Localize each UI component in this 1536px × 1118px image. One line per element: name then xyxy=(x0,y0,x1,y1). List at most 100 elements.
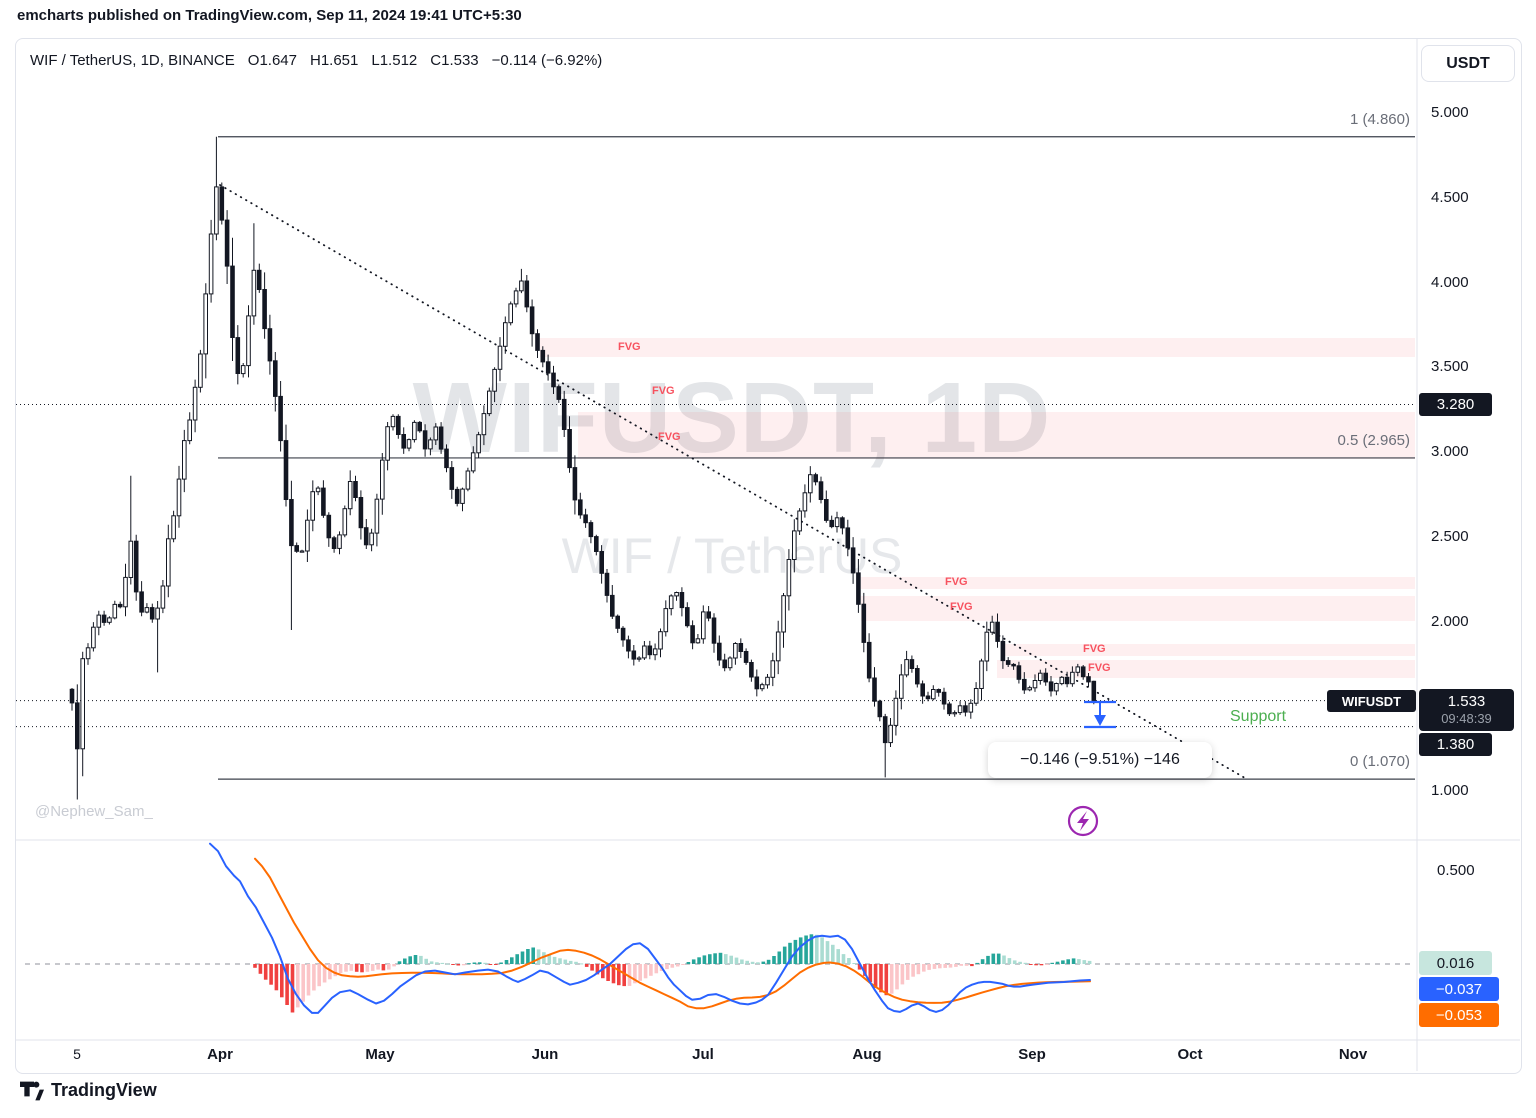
candle-body xyxy=(861,603,867,643)
macd-histogram-bar xyxy=(724,954,728,964)
price-tick-label: 3.000 xyxy=(1431,443,1469,460)
price-tick-label: 3.500 xyxy=(1431,358,1469,376)
macd-histogram-bar xyxy=(445,963,450,965)
macd-histogram-bar xyxy=(1029,964,1033,965)
footer-brand[interactable]: TradingView xyxy=(20,1080,157,1101)
macd-histogram-bar xyxy=(263,964,268,980)
candle-body xyxy=(1022,678,1027,691)
candle-body xyxy=(310,491,315,521)
candle-body xyxy=(219,186,225,221)
macd-histogram-bar xyxy=(868,964,873,983)
candle-body xyxy=(1000,640,1006,662)
candle-body xyxy=(899,674,904,699)
fvg-zone xyxy=(861,577,1415,589)
symbol-price-badge: WIFUSDT xyxy=(1327,690,1416,712)
candle-body xyxy=(262,289,267,330)
candle-body xyxy=(85,647,91,660)
macd-histogram-bar xyxy=(424,958,428,964)
candle-body xyxy=(775,631,781,662)
macd-histogram-bar xyxy=(879,964,883,993)
candle-body xyxy=(460,488,465,504)
macd-histogram-bar xyxy=(745,960,749,964)
macd-histogram-bar xyxy=(467,963,471,965)
credit-watermark: @Nephew_Sam_ xyxy=(35,803,153,820)
macd-histogram-bar xyxy=(285,964,289,1005)
candle-body xyxy=(968,702,974,713)
macd-histogram-bar xyxy=(552,956,557,964)
candle-body xyxy=(749,662,754,678)
candle-body xyxy=(754,676,760,690)
currency-toggle-button[interactable]: USDT xyxy=(1421,45,1515,82)
macd-histogram-bar xyxy=(905,964,910,980)
macd-histogram-bar xyxy=(975,962,980,964)
macd-histogram-bar xyxy=(665,964,669,970)
candle-body xyxy=(160,585,166,609)
macd-histogram-bar xyxy=(980,959,985,964)
macd-histogram-bar xyxy=(1018,961,1022,964)
macd-histogram-bar xyxy=(954,964,958,967)
candle-body xyxy=(278,395,283,442)
candle-body xyxy=(380,459,385,500)
last-price-value: 1.533 xyxy=(1447,692,1486,710)
macd-histogram-bar xyxy=(365,964,370,972)
macd-histogram-bar xyxy=(494,964,498,965)
macd-histogram-bar xyxy=(713,953,717,964)
candle-body xyxy=(915,668,920,685)
candle-body xyxy=(808,474,813,494)
measure-arrow-annotation xyxy=(1084,700,1116,729)
time-tick-label: Sep xyxy=(1018,1046,1046,1063)
macd-histogram-bar xyxy=(1071,958,1076,964)
candle-body xyxy=(342,508,348,536)
price-tick-label: 2.500 xyxy=(1431,527,1469,545)
macd-histogram-bar xyxy=(836,949,840,964)
candle-body xyxy=(770,660,776,678)
macd-histogram-bar xyxy=(510,957,514,964)
candle-body xyxy=(535,333,540,351)
macd-histogram-bar xyxy=(948,964,953,968)
macd-histogram-bar xyxy=(916,964,921,975)
macd-histogram-bar xyxy=(1077,959,1081,964)
candle-body xyxy=(133,540,139,593)
macd-histogram-bar xyxy=(1045,964,1049,965)
macd-histogram-bar xyxy=(809,934,814,964)
candle-body xyxy=(733,643,738,659)
time-tick-label: Oct xyxy=(1177,1046,1203,1063)
candle-body xyxy=(540,349,546,363)
legend-value: O1.647 xyxy=(247,52,297,69)
macd-histogram-bar xyxy=(563,959,568,964)
macd-histogram-bar xyxy=(895,964,899,990)
price-tick-label: 1.000 xyxy=(1431,782,1469,799)
candle-body xyxy=(818,481,824,500)
indicator-scale-label: 0.500 xyxy=(1437,862,1475,879)
candle-body xyxy=(840,517,845,529)
candle-body xyxy=(989,621,995,633)
tradingview-logo-text: TradingView xyxy=(51,1080,157,1100)
macd-histogram-bar xyxy=(959,964,963,966)
candle-body xyxy=(470,452,476,472)
macd-histogram-bar xyxy=(387,964,391,970)
candle-body xyxy=(203,293,208,355)
candle-body xyxy=(267,328,273,362)
legend-symbol: WIF / TetherUS, 1D, BINANCE xyxy=(30,52,235,69)
macd-histogram-bar xyxy=(734,957,739,964)
candle-body xyxy=(128,540,134,579)
candle-body xyxy=(289,499,294,547)
candle-body xyxy=(481,413,487,436)
last-price-badge: 1.533 09:48:39 xyxy=(1419,689,1514,731)
macd-histogram-bar xyxy=(750,961,755,964)
candle-body xyxy=(1080,666,1086,678)
macd-histogram-bar xyxy=(1034,964,1038,966)
macd-histogram-bar xyxy=(938,964,942,969)
macd-histogram-bar xyxy=(841,954,846,964)
macd-histogram-bar xyxy=(815,934,819,964)
macd-histogram-bar xyxy=(376,964,380,970)
macd-histogram-bar xyxy=(370,964,375,971)
candle-body xyxy=(893,697,899,726)
macd-histogram-bar xyxy=(333,964,338,977)
candle-body xyxy=(727,657,733,669)
bar-countdown: 09:48:39 xyxy=(1441,711,1492,727)
candle-body xyxy=(668,595,674,610)
candle-body xyxy=(652,648,658,656)
macd-histogram-bar xyxy=(922,964,926,972)
